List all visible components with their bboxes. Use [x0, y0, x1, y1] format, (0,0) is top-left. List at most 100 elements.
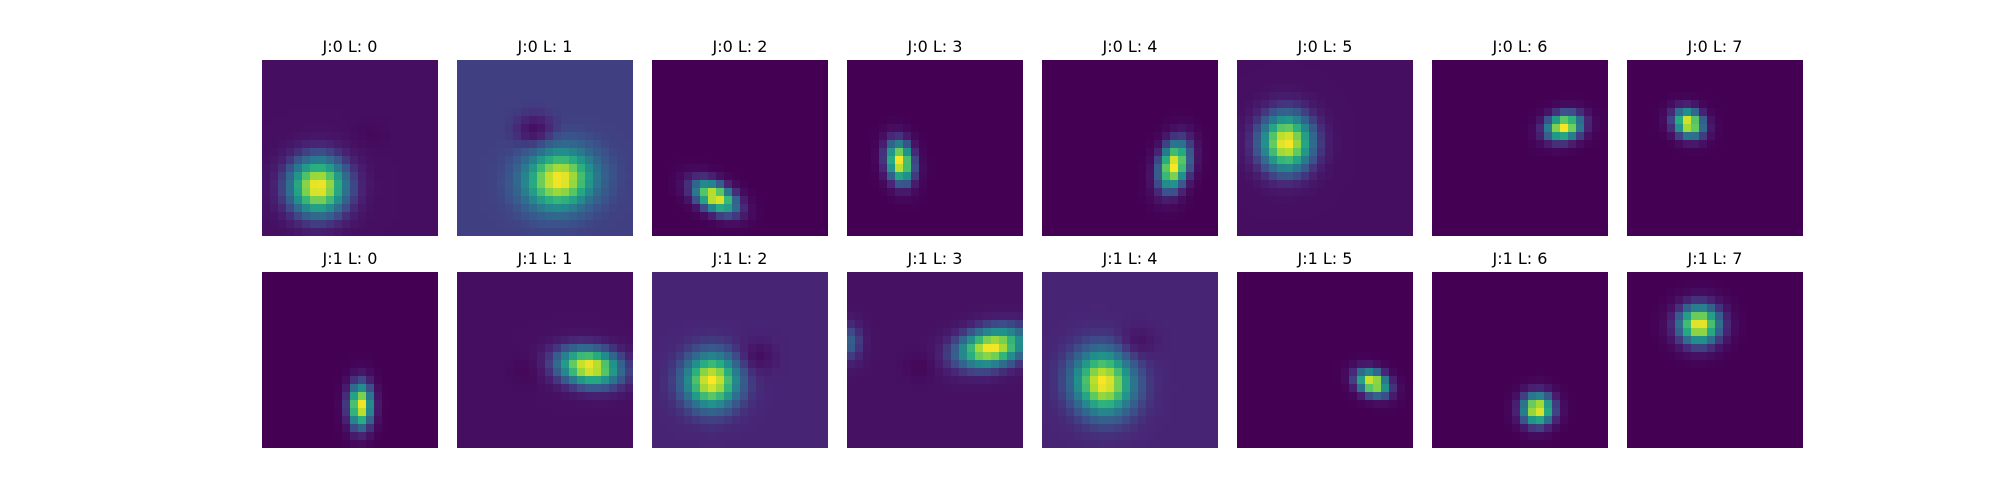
heatmap-cell — [505, 116, 514, 125]
heatmap-cell — [847, 204, 856, 213]
heatmap-cell — [294, 124, 303, 133]
heatmap-cell — [278, 92, 287, 101]
heatmap-cell — [1261, 84, 1270, 93]
heatmap-cell — [577, 60, 586, 69]
heatmap-cell — [1528, 164, 1537, 173]
heatmap-cell — [1015, 220, 1023, 229]
heatmap-cell — [1651, 132, 1660, 141]
heatmap-cell — [422, 352, 431, 361]
heatmap-cell — [1779, 84, 1788, 93]
heatmap-cell — [983, 164, 992, 173]
heatmap-cell — [1795, 196, 1803, 205]
heatmap-cell — [1210, 132, 1218, 141]
heatmap-cell — [326, 100, 335, 109]
heatmap-cell — [1397, 148, 1406, 157]
heatmap-cell — [1584, 148, 1593, 157]
heatmap-cell — [1365, 204, 1374, 213]
heatmap-cell — [497, 328, 506, 337]
heatmap-cell — [1584, 92, 1593, 101]
heatmap-cell — [398, 328, 407, 337]
heatmap-cell — [1456, 156, 1465, 165]
heatmap-cell — [1154, 108, 1163, 117]
heatmap-cell — [334, 76, 343, 85]
heatmap-cell — [1472, 164, 1481, 173]
heatmap-cell — [700, 220, 709, 229]
heatmap-cell — [569, 400, 578, 409]
heatmap-cell — [748, 212, 757, 221]
heatmap-cell — [529, 100, 538, 109]
heatmap-cell — [473, 336, 482, 345]
heatmap-cell — [481, 100, 490, 109]
heatmap-cell — [561, 60, 570, 69]
heatmap-cell — [465, 384, 474, 393]
heatmap-cell — [505, 84, 514, 93]
heatmap-cell — [935, 60, 944, 69]
heatmap-cell — [422, 312, 431, 321]
heatmap-cell — [1130, 204, 1139, 213]
heatmap-cell — [593, 60, 602, 69]
heatmap-cell — [668, 212, 677, 221]
heatmap-cell — [521, 220, 530, 229]
heatmap-cell — [1106, 124, 1115, 133]
heatmap-cell — [406, 204, 415, 213]
heatmap-cell — [1747, 92, 1756, 101]
heatmap-cell — [414, 320, 423, 329]
panel-title: J:0 L: 5 — [1297, 37, 1353, 56]
heatmap-cell — [318, 92, 327, 101]
heatmap-cell — [390, 196, 399, 205]
heatmap-cell — [1389, 108, 1398, 117]
heatmap-cell — [286, 124, 295, 133]
heatmap-cell — [545, 188, 554, 197]
heatmap-cell — [577, 376, 586, 385]
heatmap-cell — [812, 156, 821, 165]
heatmap-cell — [692, 124, 701, 133]
heatmap-cell — [820, 228, 828, 236]
heatmap-cell — [422, 384, 431, 393]
heatmap-cell — [358, 108, 367, 117]
heatmap-cell — [1544, 148, 1553, 157]
heatmap-cell — [609, 84, 618, 93]
heatmap-cell — [1480, 84, 1489, 93]
heatmap-cell — [959, 212, 968, 221]
heatmap-cell — [1186, 188, 1195, 197]
heatmap-cell — [700, 124, 709, 133]
heatmap-cell — [1325, 204, 1334, 213]
heatmap-cell — [617, 392, 626, 401]
heatmap-cell — [609, 132, 618, 141]
heatmap-cell — [1635, 212, 1644, 221]
heatmap-image — [1042, 60, 1218, 236]
heatmap-cell — [967, 100, 976, 109]
heatmap-cell — [382, 204, 391, 213]
heatmap-cell — [1787, 204, 1796, 213]
heatmap-cell — [1098, 108, 1107, 117]
heatmap-cell — [1237, 76, 1246, 85]
heatmap-cell — [796, 288, 805, 297]
heatmap-cell — [1552, 148, 1561, 157]
heatmap-cell — [334, 212, 343, 221]
heatmap-cell — [1309, 220, 1318, 229]
heatmap-cell — [708, 124, 717, 133]
heatmap-cell — [406, 92, 415, 101]
heatmap-cell — [708, 220, 717, 229]
heatmap-cell — [1245, 196, 1254, 205]
heatmap-cell — [342, 140, 351, 149]
heatmap-cell — [879, 108, 888, 117]
heatmap-cell — [1536, 132, 1545, 141]
heatmap-cell — [310, 384, 319, 393]
heatmap-cell — [983, 116, 992, 125]
heatmap-cell — [270, 204, 279, 213]
heatmap-cell — [919, 132, 928, 141]
heatmap-cell — [1122, 164, 1131, 173]
heatmap-cell — [1480, 140, 1489, 149]
heatmap-cell — [1162, 92, 1171, 101]
heatmap-cell — [577, 288, 586, 297]
heatmap-cell — [593, 100, 602, 109]
heatmap-cell — [1723, 188, 1732, 197]
heatmap-cell — [609, 116, 618, 125]
heatmap-cell — [374, 408, 383, 417]
heatmap-cell — [585, 92, 594, 101]
heatmap-cell — [350, 400, 359, 409]
heatmap-cell — [398, 432, 407, 441]
heatmap-cell — [668, 68, 677, 77]
heatmap-cell — [593, 392, 602, 401]
